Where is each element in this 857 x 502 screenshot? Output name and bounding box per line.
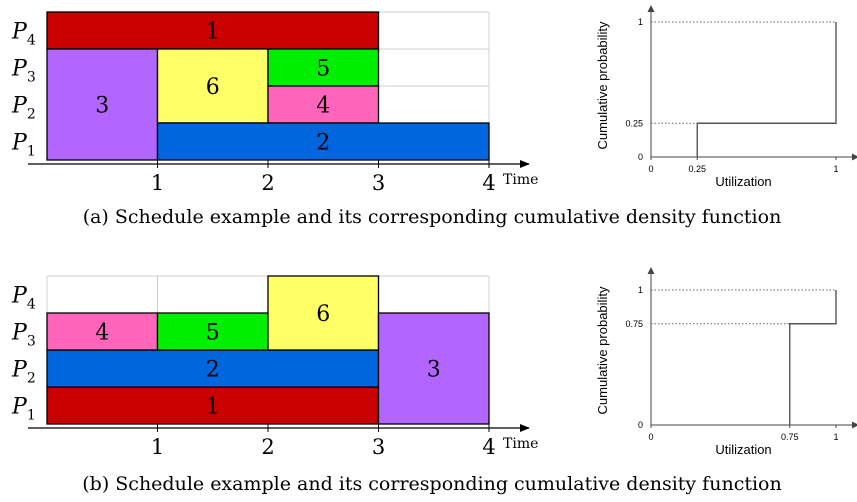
- b-processor-label-4: P4: [11, 284, 36, 313]
- caption-a: (a) Schedule example and its correspondi…: [83, 206, 782, 228]
- a-task-label-1: 1: [206, 20, 220, 45]
- b-y-axis-label: Cumulative probability: [595, 286, 610, 414]
- a-task-4: [267, 85, 380, 124]
- a-task-label-2: 2: [316, 131, 330, 156]
- gantt-chart-a: 1 3 6 5 4 2 P1 P2 P3 P4 1 2 3 4 Time: [11, 11, 538, 195]
- a-y-tick-label: 0.25: [625, 118, 643, 128]
- a-y-axis-label: Cumulative probability: [595, 21, 610, 149]
- a-task-label-3: 3: [95, 94, 109, 119]
- a-y-tick-label: 0: [638, 152, 643, 162]
- a-time-label: Time: [503, 172, 538, 188]
- b-y-tick-label: 1: [638, 285, 643, 295]
- b-time-tick-label-4: 4: [482, 435, 495, 459]
- b-x-tick-label: 1: [833, 432, 838, 442]
- a-task-label-5: 5: [316, 57, 330, 82]
- b-task-4: [46, 312, 159, 351]
- a-cdf-line: [696, 22, 837, 157]
- a-x-tick-label: 0.25: [688, 164, 706, 174]
- b-task-label-2: 2: [206, 358, 220, 383]
- b-x-axis-label: Utilization: [715, 442, 771, 457]
- a-processor-label-2: P2: [11, 94, 36, 123]
- cdf-plot-a: 0 0.25 1 0 0.25 1 Utilization Cumulative probab…: [595, 5, 857, 189]
- panel-b: 1 2 4 5 6 3 P1 P2 P3 P4 1 2 3 4 Time 0 0.75 1 0 0.75 1 Utili…: [11, 267, 857, 495]
- b-task-5: [156, 312, 269, 351]
- b-task-label-4: 4: [95, 321, 109, 346]
- b-processor-label-3: P3: [11, 321, 36, 350]
- a-task-label-4: 4: [316, 94, 330, 119]
- b-time-label: Time: [503, 436, 538, 452]
- b-time-tick-label-1: 1: [151, 435, 164, 459]
- a-task-3: [46, 48, 159, 161]
- a-task-1: [46, 11, 380, 50]
- b-task-label-5: 5: [206, 321, 220, 346]
- b-processor-label-2: P2: [11, 358, 36, 387]
- b-time-tick-label-3: 3: [372, 435, 385, 459]
- b-y-tick-label: 0: [638, 420, 643, 430]
- b-x-tick-label: 0.75: [781, 432, 799, 442]
- caption-b: (b) Schedule example and its correspondi…: [82, 473, 781, 495]
- panel-a: 1 3 6 5 4 2 P1 P2 P3 P4 1 2 3 4 Time 0 0.25 1 0 0.25 1 Utili…: [11, 5, 857, 228]
- b-task-label-3: 3: [427, 358, 441, 383]
- a-processor-label-3: P3: [11, 57, 36, 86]
- a-x-tick-label: 1: [833, 164, 838, 174]
- a-x-axis-label: Utilization: [715, 174, 771, 189]
- b-task-3: [377, 312, 490, 425]
- b-cdf-line: [789, 290, 837, 425]
- b-processor-label-1: P1: [11, 395, 36, 424]
- a-time-tick-label-2: 2: [261, 171, 274, 195]
- b-task-6: [267, 275, 380, 351]
- cdf-plot-b: 0 0.75 1 0 0.75 1 Utilization Cumulative probab…: [595, 267, 857, 457]
- b-task-1: [46, 386, 380, 425]
- a-processor-label-1: P1: [11, 131, 36, 160]
- a-x-tick-label: 0: [648, 164, 653, 174]
- a-task-5: [267, 48, 380, 87]
- a-time-tick-label-3: 3: [372, 171, 385, 195]
- a-processor-label-4: P4: [11, 20, 36, 49]
- b-y-tick-label: 0.75: [625, 319, 643, 329]
- a-task-2: [156, 122, 490, 161]
- b-time-tick-label-2: 2: [261, 435, 274, 459]
- gantt-chart-b: 1 2 4 5 6 3 P1 P2 P3 P4 1 2 3 4 Time: [11, 275, 538, 459]
- a-time-tick-label-4: 4: [482, 171, 495, 195]
- b-task-label-1: 1: [206, 395, 220, 420]
- a-task-label-6: 6: [206, 75, 220, 100]
- a-time-tick-label-1: 1: [151, 171, 164, 195]
- b-task-label-6: 6: [316, 302, 330, 327]
- b-x-tick-label: 0: [648, 432, 653, 442]
- a-y-tick-label: 1: [638, 17, 643, 27]
- b-task-2: [46, 349, 380, 388]
